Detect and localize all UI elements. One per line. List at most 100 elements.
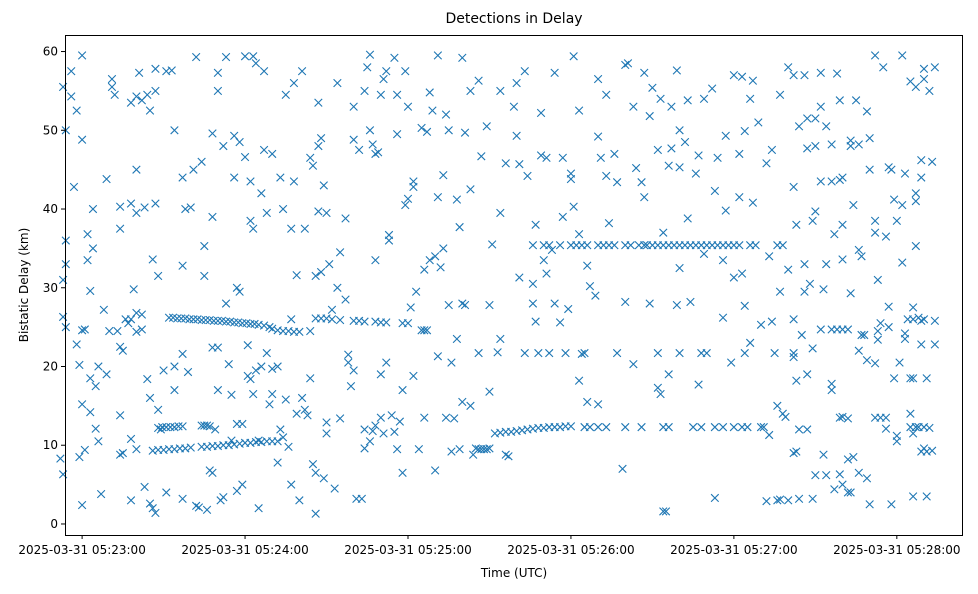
data-point xyxy=(900,169,910,178)
data-point xyxy=(667,102,676,111)
data-point xyxy=(67,67,76,76)
data-point xyxy=(764,430,774,440)
data-point xyxy=(906,409,915,418)
data-point xyxy=(917,173,926,182)
data-point xyxy=(143,374,152,384)
data-point xyxy=(115,342,125,351)
data-point xyxy=(115,411,125,420)
data-point xyxy=(392,444,402,454)
data-point xyxy=(754,118,763,127)
data-point xyxy=(458,299,467,308)
data-point xyxy=(392,130,402,139)
data-point xyxy=(75,360,84,370)
data-point xyxy=(835,470,844,479)
data-point xyxy=(710,422,720,432)
data-point xyxy=(838,412,847,422)
data-point xyxy=(602,422,611,432)
data-point xyxy=(349,366,358,375)
y-tick-label: 60 xyxy=(43,45,58,59)
data-point xyxy=(83,256,92,265)
data-point xyxy=(862,356,872,365)
data-point xyxy=(265,322,274,332)
data-point xyxy=(376,370,386,379)
data-point xyxy=(803,144,812,153)
data-point xyxy=(925,86,934,96)
data-point xyxy=(870,216,880,226)
data-point xyxy=(129,285,138,294)
data-point xyxy=(819,450,828,459)
data-point xyxy=(640,68,649,77)
data-point xyxy=(778,409,787,418)
data-point xyxy=(621,422,630,432)
data-point xyxy=(737,269,747,278)
data-point xyxy=(879,63,888,72)
x-tick-label: 2025-03-31 05:24:00 xyxy=(181,543,308,557)
data-point xyxy=(327,305,337,314)
data-point xyxy=(67,92,76,101)
data-point xyxy=(69,182,79,192)
data-point xyxy=(322,208,331,218)
data-point xyxy=(153,405,163,414)
data-point xyxy=(170,362,179,371)
data-point xyxy=(591,291,600,300)
data-point xyxy=(792,376,801,385)
data-point xyxy=(205,422,214,431)
data-point xyxy=(221,317,231,326)
data-point xyxy=(762,159,771,168)
data-point xyxy=(311,468,320,477)
data-point xyxy=(208,212,217,222)
data-point xyxy=(390,427,399,437)
data-point xyxy=(892,437,902,446)
data-point xyxy=(898,200,907,210)
data-point xyxy=(262,348,271,358)
data-point xyxy=(238,319,247,328)
data-point xyxy=(612,348,622,358)
data-point xyxy=(308,161,318,170)
data-point xyxy=(91,381,100,391)
data-point xyxy=(561,348,570,358)
data-point xyxy=(604,219,614,228)
data-point xyxy=(593,74,603,84)
data-point xyxy=(439,170,448,180)
data-point xyxy=(762,496,771,506)
data-point xyxy=(860,330,869,340)
data-point xyxy=(335,248,345,257)
data-point xyxy=(474,348,483,358)
data-point xyxy=(243,341,252,350)
data-point xyxy=(648,83,657,92)
data-point xyxy=(593,422,603,432)
data-point xyxy=(784,496,793,505)
data-point xyxy=(221,52,231,62)
data-point xyxy=(667,144,676,153)
data-point xyxy=(653,383,663,392)
data-point xyxy=(115,224,125,233)
data-point xyxy=(268,324,277,333)
data-point xyxy=(881,232,891,241)
data-point xyxy=(115,202,125,211)
data-point xyxy=(756,320,766,329)
data-point xyxy=(531,317,540,326)
data-point xyxy=(452,195,462,204)
data-point xyxy=(259,145,269,155)
data-point xyxy=(158,422,167,432)
data-point xyxy=(166,422,175,432)
data-point xyxy=(240,152,250,162)
data-point xyxy=(145,393,155,403)
data-point xyxy=(496,86,505,96)
data-point xyxy=(151,199,160,208)
data-point xyxy=(376,413,386,422)
data-point xyxy=(384,236,394,245)
data-point xyxy=(202,505,212,514)
data-point xyxy=(162,422,171,432)
data-point xyxy=(170,126,179,135)
data-point xyxy=(789,352,798,362)
data-point xyxy=(200,271,209,281)
data-point xyxy=(843,414,853,423)
data-point xyxy=(767,317,777,326)
x-axis-ticks: 2025-03-31 05:23:00 2025-03-31 05:24:00 20… xyxy=(18,535,961,557)
data-point xyxy=(189,315,198,324)
data-point xyxy=(281,395,290,404)
data-point xyxy=(569,52,578,61)
data-point xyxy=(775,90,785,100)
data-point xyxy=(740,126,749,136)
